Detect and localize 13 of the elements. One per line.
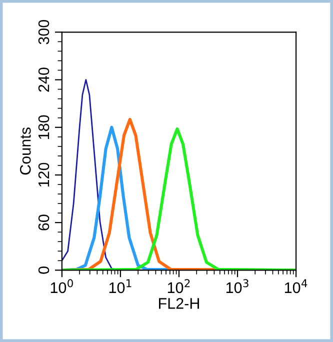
y-tick-label: 240 xyxy=(38,68,50,92)
y-tick-label: 0 xyxy=(38,266,50,274)
x-axis-title: FL2-H xyxy=(159,298,199,309)
y-tick-label: 60 xyxy=(38,214,50,230)
x-tick-label: 10$^{2}$ xyxy=(168,279,190,294)
x-tick-label: 10$^{1}$ xyxy=(109,279,132,294)
x-tick-label: 10$^{0}$ xyxy=(50,279,73,294)
x-tick-label: 10$^{4}$ xyxy=(284,279,308,294)
y-tick-label: 120 xyxy=(38,162,50,187)
y-tick-label: 180 xyxy=(38,115,50,139)
y-tick-label: 300 xyxy=(38,20,50,44)
x-tick-label: 10$^{3}$ xyxy=(226,279,248,294)
y-axis-title: Counts xyxy=(20,128,31,175)
